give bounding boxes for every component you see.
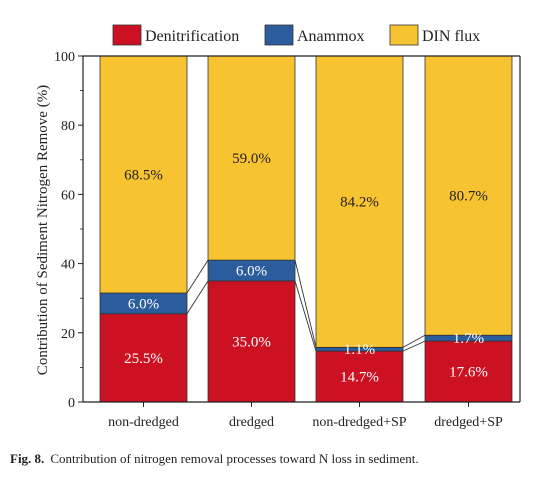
caption-text: Contribution of nitrogen removal process… bbox=[50, 451, 419, 466]
connectors bbox=[186, 259, 426, 352]
data-label-denitrification-2: 35.0% bbox=[232, 334, 271, 350]
connector-line-1-1 bbox=[186, 280, 209, 315]
bar-din-flux-3 bbox=[315, 55, 404, 348]
connector-line-3-2 bbox=[402, 334, 426, 348]
legend-label-denitrification: Denitrification bbox=[145, 28, 239, 45]
x-tick-label-2: dredged bbox=[229, 415, 274, 430]
x-tick-label-3: non-dredged+SP bbox=[312, 415, 406, 430]
axes: 0 20 40 60 80 100 non-dredged dredged non-dredge… bbox=[54, 50, 521, 430]
data-label-anammox-2: 6.0% bbox=[236, 264, 267, 280]
data-label-anammox-3: 1.1% bbox=[344, 342, 375, 358]
data-label-din-flux-4: 80.7% bbox=[449, 189, 488, 205]
legend-label-anammox: Anammox bbox=[297, 28, 365, 45]
data-label-din-flux-1: 68.5% bbox=[124, 168, 163, 184]
data-label-anammox-4: 1.7% bbox=[453, 331, 484, 347]
bar-denitrification-3 bbox=[315, 350, 404, 403]
value-labels: 25.5% 6.0% 68.5% 35.0% 6.0% 59.0% 14.7% 1.1% 84.… bbox=[124, 151, 488, 385]
y-tick-label-60: 60 bbox=[61, 188, 75, 203]
data-label-denitrification-4: 17.6% bbox=[449, 365, 488, 381]
data-label-din-flux-3: 84.2% bbox=[340, 195, 379, 211]
legend: Denitrification Anammox DIN flux bbox=[112, 24, 480, 46]
bar-denitrification-1 bbox=[99, 313, 188, 403]
caption-label: Fig. 8. bbox=[10, 451, 45, 466]
data-label-denitrification-3: 14.7% bbox=[340, 370, 379, 386]
data-label-denitrification-1: 25.5% bbox=[124, 351, 163, 367]
y-tick-label-0: 0 bbox=[68, 396, 75, 411]
connector-line-1-2 bbox=[186, 259, 209, 294]
x-tick-label-4: dredged+SP bbox=[434, 415, 503, 430]
y-tick-label-40: 40 bbox=[61, 258, 75, 273]
x-tick-label-1: non-dredged bbox=[108, 415, 179, 430]
connector-line-3-1 bbox=[402, 340, 426, 352]
connector-line-2-2 bbox=[294, 260, 317, 348]
y-tick-label-100: 100 bbox=[54, 50, 75, 65]
bar-din-flux-4 bbox=[424, 55, 513, 336]
y-axis-label: Contribution of Sediment Nitrogen Remove… bbox=[35, 85, 51, 375]
y-tick-label-80: 80 bbox=[61, 119, 75, 134]
connector-line-2-1 bbox=[294, 280, 317, 352]
legend-swatch-anammox bbox=[264, 24, 294, 46]
y-tick-label-20: 20 bbox=[61, 327, 75, 342]
legend-label-din-flux: DIN flux bbox=[422, 28, 480, 45]
legend-swatch-din-flux bbox=[389, 24, 419, 46]
data-label-anammox-1: 6.0% bbox=[128, 296, 159, 312]
data-label-din-flux-2: 59.0% bbox=[232, 151, 271, 167]
stacked-bar-chart: Denitrification Anammox DIN flux 25.5% 6.0%… bbox=[35, 24, 521, 430]
legend-swatch-denitrification bbox=[112, 24, 142, 46]
figure-caption: Fig. 8. Contribution of nitrogen removal … bbox=[10, 451, 550, 467]
bar-denitrification-2 bbox=[207, 280, 296, 403]
